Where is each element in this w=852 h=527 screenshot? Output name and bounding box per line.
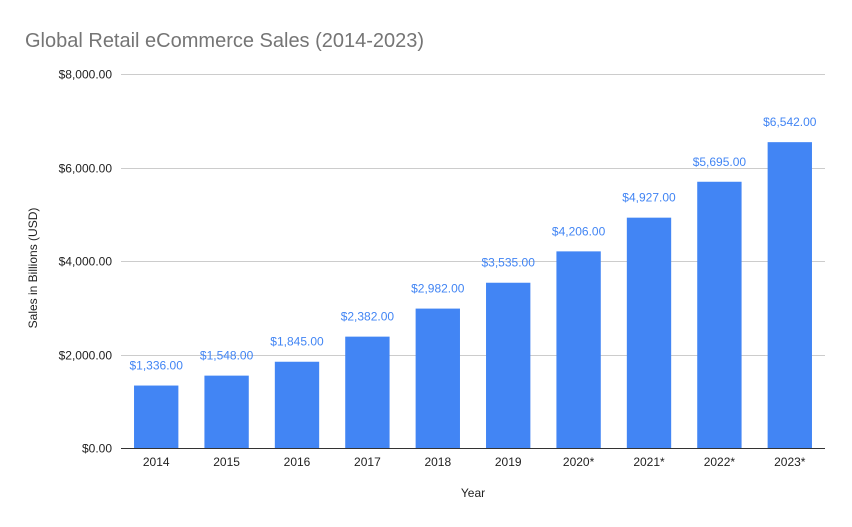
bar — [204, 375, 249, 448]
x-tick-label: 2022* — [704, 455, 736, 469]
y-tick-label: $8,000.00 — [59, 68, 113, 82]
data-label: $5,695.00 — [693, 155, 747, 169]
data-label: $1,845.00 — [270, 335, 324, 349]
y-axis-ticks: $0.00 $2,000.00 $4,000.00 $6,000.00 $8,000.0… — [59, 68, 113, 456]
data-label: $4,927.00 — [622, 191, 676, 205]
x-tick-label: 2017 — [354, 455, 381, 469]
x-tick-label: 2021* — [633, 455, 665, 469]
data-label: $3,535.00 — [482, 256, 536, 270]
data-label: $6,542.00 — [763, 115, 817, 129]
bar — [345, 336, 390, 448]
x-tick-label: 2014 — [143, 455, 170, 469]
y-tick-label: $4,000.00 — [59, 255, 113, 269]
bar — [626, 217, 672, 448]
data-labels: $1,336.00 $1,548.00 $1,845.00 $2,382.00 $2,9… — [130, 115, 817, 372]
x-tick-label: 2016 — [284, 455, 311, 469]
y-tick-label: $6,000.00 — [59, 162, 113, 176]
data-label: $1,336.00 — [130, 359, 184, 373]
x-tick-label: 2019 — [495, 455, 522, 469]
data-label: $2,382.00 — [341, 310, 395, 324]
bar — [486, 282, 531, 448]
data-label: $1,548.00 — [200, 349, 254, 363]
bar — [767, 142, 812, 448]
data-label: $2,982.00 — [411, 282, 465, 296]
bars — [134, 142, 812, 449]
x-axis-title: Year — [461, 486, 485, 500]
bar — [274, 361, 320, 448]
y-axis-title: Sales in Billions (USD) — [26, 208, 40, 329]
x-tick-label: 2023* — [774, 455, 806, 469]
x-axis-ticks: 2014 2015 2016 2017 2018 2019 2020* 2021* 2022* 2… — [143, 455, 806, 469]
x-tick-label: 2015 — [213, 455, 240, 469]
data-label: $4,206.00 — [552, 224, 606, 238]
chart-title: Global Retail eCommerce Sales (2014-2023… — [25, 30, 424, 52]
bar — [556, 251, 601, 448]
y-tick-label: $2,000.00 — [59, 349, 113, 363]
x-tick-label: 2018 — [424, 455, 451, 469]
bar — [415, 308, 460, 448]
y-tick-label: $0.00 — [82, 442, 112, 456]
bar — [697, 181, 742, 449]
bar — [134, 385, 179, 448]
x-tick-label: 2020* — [563, 455, 595, 469]
